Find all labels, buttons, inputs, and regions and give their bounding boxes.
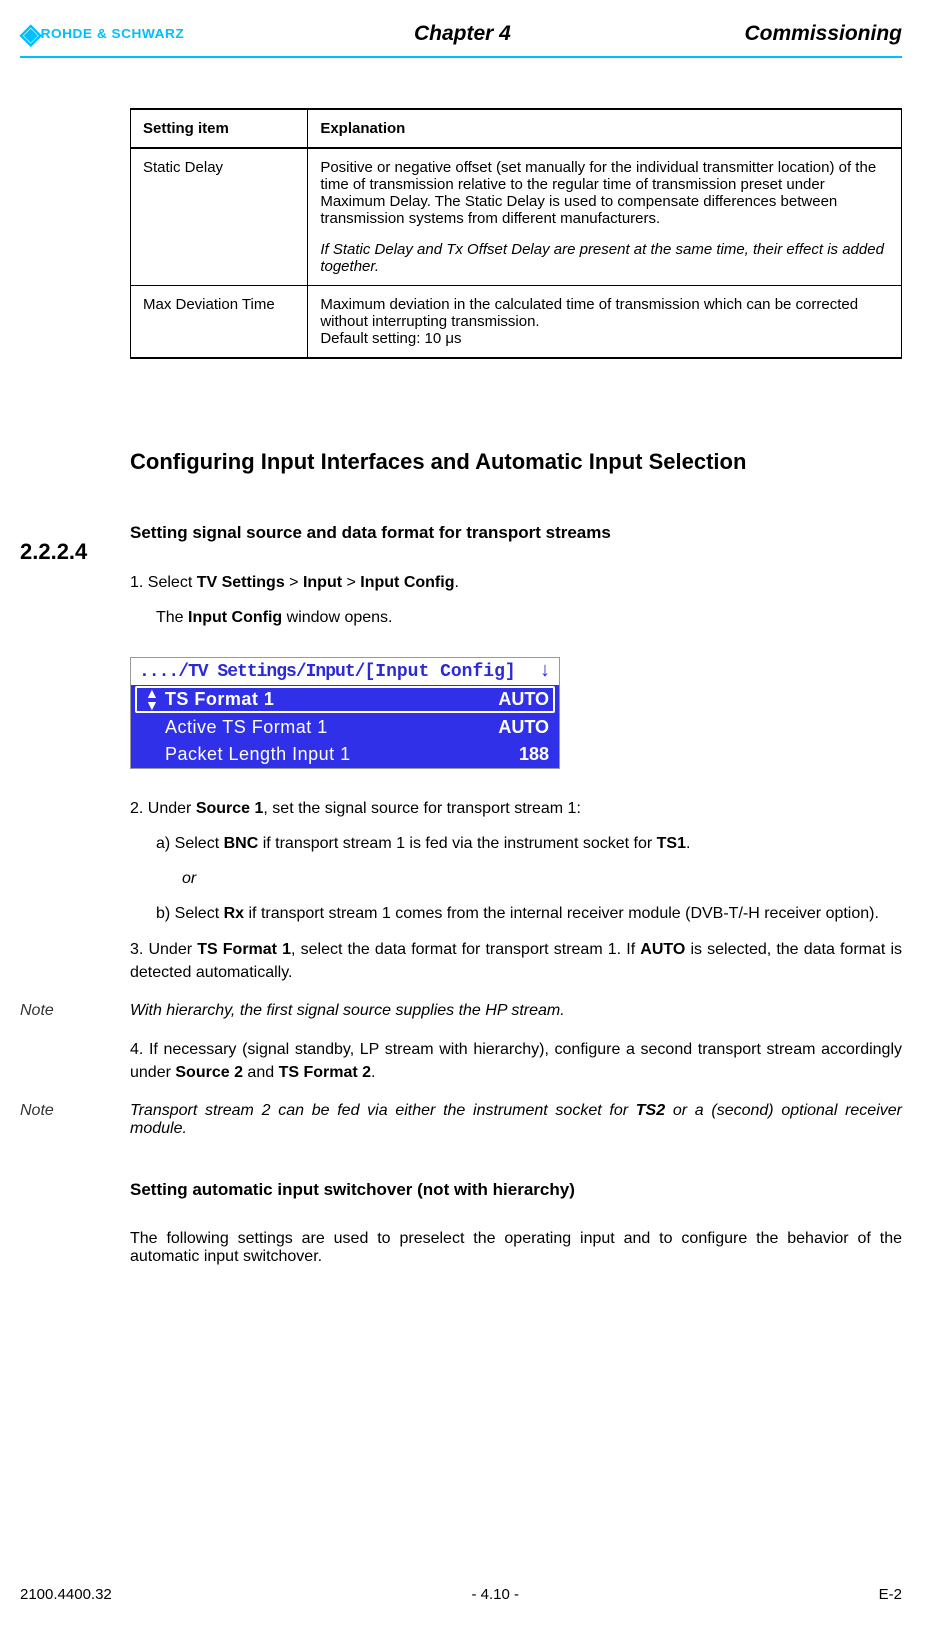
setting-item: Max Deviation Time [131,286,308,359]
logo-icon: ◈ [20,26,40,43]
footer-center: - 4.10 - [112,1586,879,1603]
note-text: Transport stream 2 can be fed via either… [130,1102,902,1138]
down-arrow-icon: ↓ [539,660,551,683]
step-1-result: The Input Config window opens. [130,606,902,629]
default-setting: Default setting: 10 μs [320,330,889,347]
section-number: 2.2.2.4 [20,539,87,565]
step-1: 1. Select TV Settings > Input > Input Co… [130,571,902,594]
table-header-row: Setting item Explanation [131,109,902,148]
step-2b: b) Select Rx if transport stream 1 comes… [130,902,902,925]
menu-row: Active TS Format 1 AUTO [131,714,559,741]
step-4: 4. If necessary (signal standby, LP stre… [130,1038,902,1084]
page-footer: 2100.4400.32 - 4.10 - E-2 [20,1586,902,1603]
input-config-screenshot: ..../TV Settings/Input/ [ Input Config ]… [130,657,560,768]
paragraph: The following settings are used to prese… [130,1230,902,1266]
note-label: Note [20,1102,54,1120]
menu-label: Packet Length Input 1 [145,744,519,765]
menu-row-selected: ▲▼ TS Format 1 AUTO [131,685,559,713]
logo-text: ROHDE & SCHWARZ [40,26,184,41]
explanation-text: Positive or negative offset (set manuall… [320,159,889,227]
company-logo: ◈ ROHDE & SCHWARZ [20,26,180,43]
subsection-title: Setting signal source and data format fo… [130,523,902,543]
footer-left: 2100.4400.32 [20,1586,112,1603]
menu-value: 188 [519,744,549,765]
note-text: With hierarchy, the first signal source … [130,1002,902,1020]
menu-label: Active TS Format 1 [145,717,498,738]
explanation-text: Maximum deviation in the calculated time… [320,296,889,330]
menu-row: Packet Length Input 1 188 [131,741,559,768]
window-title: Input Config [375,662,505,682]
explanation-note: If Static Delay and Tx Offset Delay are … [320,241,889,275]
note-label: Note [20,1002,54,1020]
table-row: Max Deviation Time Maximum deviation in … [131,286,902,359]
setting-item: Static Delay [131,148,308,286]
step-2a: a) Select BNC if transport stream 1 is f… [130,832,902,855]
menu-value: AUTO [498,717,549,738]
chapter-label: Chapter 4 [180,22,744,46]
screenshot-titlebar: ..../TV Settings/Input/ [ Input Config ]… [131,658,559,685]
section-label: Commissioning [744,22,902,46]
menu-label: TS Format 1 [165,689,498,710]
bracket-open: [ [364,662,375,682]
updown-icon: ▲▼ [145,688,159,710]
setting-explanation: Positive or negative offset (set manuall… [308,148,902,286]
footer-right: E-2 [879,1586,902,1603]
settings-table: Setting item Explanation Static Delay Po… [130,108,902,359]
subsection-title-2: Setting automatic input switchover (not … [130,1180,902,1200]
step-3: 3. Under TS Format 1, select the data fo… [130,938,902,984]
page-header: ◈ ROHDE & SCHWARZ Chapter 4 Commissionin… [0,0,952,52]
step-2: 2. Under Source 1, set the signal source… [130,797,902,820]
or-separator: or [130,867,902,890]
bracket-close: ] [505,662,516,682]
col-header-explanation: Explanation [308,109,902,148]
section-title: Configuring Input Interfaces and Automat… [130,449,902,475]
breadcrumb-path: ..../TV Settings/Input/ [139,662,364,682]
screenshot-body: ▲▼ TS Format 1 AUTO Active TS Format 1 A… [131,685,559,767]
table-row: Static Delay Positive or negative offset… [131,148,902,286]
menu-value: AUTO [498,689,549,710]
header-rule [20,56,902,58]
col-header-setting: Setting item [131,109,308,148]
setting-explanation: Maximum deviation in the calculated time… [308,286,902,359]
